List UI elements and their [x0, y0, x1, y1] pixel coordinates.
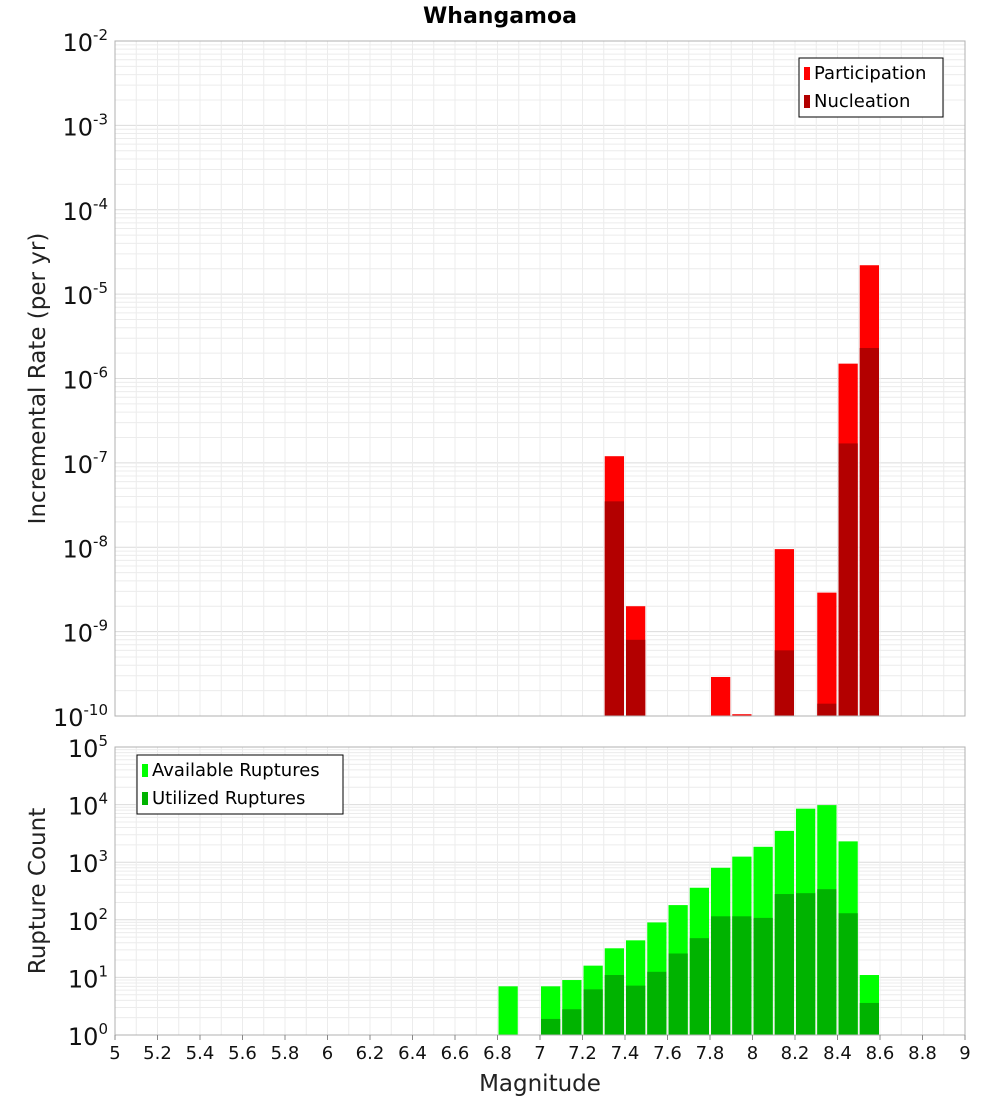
x-axis-label: Magnitude	[479, 1071, 601, 1097]
y-tick-label: 10-5	[62, 279, 108, 310]
x-tick-label: 6.6	[441, 1043, 470, 1064]
y-tick-label: 10-7	[62, 448, 108, 479]
bar-utilized-ruptures	[732, 916, 752, 1035]
y-tick-label: 10-2	[62, 26, 108, 57]
bar-utilized-ruptures	[604, 975, 624, 1035]
chart-title: Whangamoa	[423, 4, 577, 29]
bar-utilized-ruptures	[689, 938, 709, 1035]
legend-box	[136, 754, 344, 815]
rate-plot-frame	[114, 40, 966, 717]
bar-utilized-ruptures	[753, 917, 773, 1035]
y-tick-label: 100	[68, 1020, 108, 1051]
bar-nucleation	[838, 443, 858, 716]
bar-utilized-ruptures	[647, 971, 667, 1035]
x-tick-label: 8.4	[823, 1043, 852, 1064]
bar-utilized-ruptures	[774, 894, 794, 1035]
legend-swatch	[804, 95, 810, 108]
y-tick-label: 10-10	[53, 701, 108, 732]
x-tick-label: 7	[534, 1043, 545, 1064]
y-tick-label: 102	[68, 905, 108, 936]
x-axis-ticks: 5 5.2 5.4 5.6 5.8 6 6.2 6.4 6.6 6.8 7 7.2 7.4 7.6 7.8 8…	[109, 1035, 971, 1064]
rate-panel: 10-10 10-9 10-8 10-7 10-6 10-5 10-4 10-3 10-2 In…	[25, 26, 966, 732]
y-tick-label: 101	[68, 962, 108, 993]
x-tick-label: 6.8	[483, 1043, 512, 1064]
y-tick-label: 10-6	[62, 364, 108, 395]
count-y-axis-label: Rupture Count	[25, 808, 51, 974]
x-tick-label: 7.8	[696, 1043, 725, 1064]
y-tick-label: 104	[68, 790, 108, 821]
bar-nucleation	[817, 703, 837, 716]
bar-utilized-ruptures	[668, 953, 688, 1035]
legend-label: Utilized Ruptures	[152, 788, 305, 809]
x-tick-label: 5.6	[228, 1043, 257, 1064]
y-tick-label: 10-9	[62, 617, 108, 648]
bar-utilized-ruptures	[838, 913, 858, 1035]
y-tick-label: 103	[68, 847, 108, 878]
legend-label: Available Ruptures	[152, 760, 320, 781]
y-tick-label: 105	[68, 732, 108, 763]
bar-utilized-ruptures	[711, 916, 731, 1035]
legend-swatch	[142, 764, 148, 777]
x-tick-label: 8.8	[908, 1043, 937, 1064]
x-tick-label: 6.4	[398, 1043, 427, 1064]
x-tick-label: 7.2	[568, 1043, 597, 1064]
bar-nucleation	[604, 501, 624, 716]
x-tick-label: 5.8	[271, 1043, 300, 1064]
x-tick-label: 8.2	[781, 1043, 810, 1064]
bar-utilized-ruptures	[583, 989, 603, 1035]
x-tick-label: 5.4	[186, 1043, 215, 1064]
count-bars	[498, 805, 879, 1035]
rate-grid	[114, 41, 966, 717]
x-tick-label: 5.2	[143, 1043, 172, 1064]
legend-label: Nucleation	[814, 91, 910, 112]
x-tick-label: 8	[747, 1043, 758, 1064]
x-tick-label: 7.4	[611, 1043, 640, 1064]
bar-nucleation	[626, 639, 646, 716]
bar-participation	[817, 592, 837, 716]
bar-nucleation	[859, 347, 879, 716]
bar-utilized-ruptures	[817, 889, 837, 1035]
count-y-ticks: 100 101 102 103 104 105	[68, 732, 108, 1051]
count-legend: Available Ruptures Utilized Ruptures	[136, 754, 344, 815]
x-tick-label: 9	[959, 1043, 970, 1064]
y-tick-label: 10-3	[62, 110, 108, 141]
legend-box	[798, 57, 944, 118]
rate-y-ticks: 10-10 10-9 10-8 10-7 10-6 10-5 10-4 10-3 10-2	[53, 26, 108, 732]
legend-label: Participation	[814, 63, 926, 84]
count-panel: 100 101 102 103 104 105 Rupture Count Availab…	[25, 732, 966, 1051]
legend-swatch	[804, 67, 810, 80]
y-tick-label: 10-4	[62, 195, 108, 226]
bar-available-ruptures	[498, 986, 518, 1035]
bar-utilized-ruptures	[796, 893, 816, 1035]
x-tick-label: 8.6	[866, 1043, 895, 1064]
bar-utilized-ruptures	[626, 985, 646, 1035]
bar-utilized-ruptures	[562, 1009, 582, 1035]
rate-bars	[604, 265, 879, 716]
bar-nucleation	[774, 650, 794, 716]
legend-swatch	[142, 792, 148, 805]
rate-y-axis-label: Incremental Rate (per yr)	[25, 233, 51, 525]
rate-legend: Participation Nucleation	[798, 57, 944, 118]
x-tick-label: 6.2	[356, 1043, 385, 1064]
bar-utilized-ruptures	[859, 1002, 879, 1035]
x-tick-label: 6	[322, 1043, 333, 1064]
bar-participation	[732, 714, 752, 716]
bar-utilized-ruptures	[541, 1018, 561, 1035]
y-tick-label: 10-8	[62, 532, 108, 563]
x-tick-label: 7.6	[653, 1043, 682, 1064]
bar-participation	[711, 676, 731, 716]
x-tick-label: 5	[109, 1043, 120, 1064]
